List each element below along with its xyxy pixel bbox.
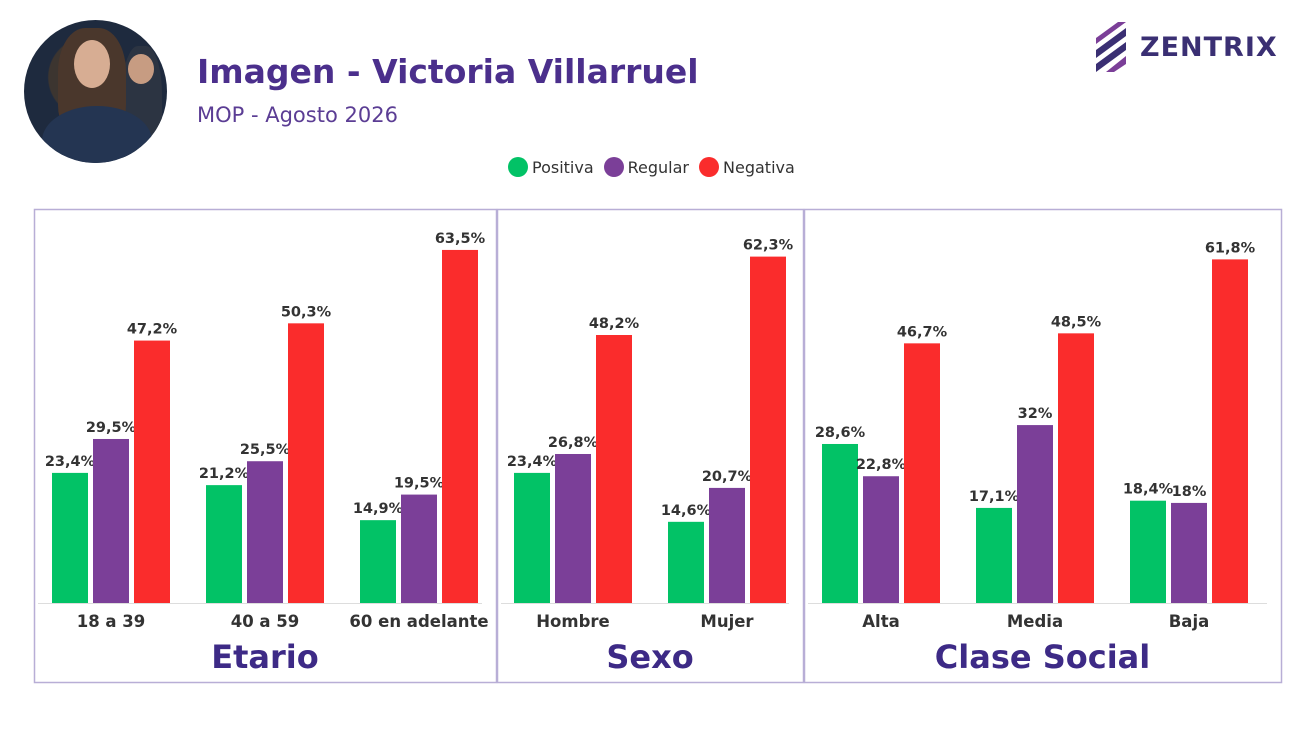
panel-frame-clase-social [803,208,1283,684]
bar-etario-1-regular [247,461,283,603]
dress-shape [42,106,152,163]
value-label-etario-2-negativa: 63,5% [435,231,486,247]
category-label-sexo-0: Hombre [536,612,609,631]
legend-swatch-positiva [508,157,528,177]
bar-etario-0-negativa [134,340,170,603]
value-label-sexo-0-regular: 26,8% [548,435,599,451]
avatar [24,20,167,163]
value-label-etario-1-negativa: 50,3% [281,304,332,320]
bar-clase-social-2-positiva [1130,500,1166,603]
bar-clase-social-1-positiva [976,507,1012,603]
value-label-clase-social-2-regular: 18% [1172,484,1207,500]
value-label-clase-social-1-negativa: 48,5% [1051,314,1102,330]
value-label-clase-social-0-regular: 22,8% [856,457,907,473]
category-label-etario-1: 40 a 59 [231,612,300,631]
bar-clase-social-1-regular [1017,425,1053,603]
value-label-clase-social-2-positiva: 18,4% [1123,482,1174,498]
value-label-etario-2-positiva: 14,9% [353,501,404,517]
bar-clase-social-0-regular [863,476,899,603]
category-label-clase-social-1: Media [1007,612,1063,631]
value-label-etario-0-positiva: 23,4% [45,454,96,470]
value-label-etario-2-regular: 19,5% [394,476,445,492]
bar-clase-social-2-regular [1171,502,1207,603]
value-label-etario-1-regular: 25,5% [240,442,291,458]
bar-clase-social-2-negativa [1212,259,1248,603]
bar-etario-2-negativa [442,249,478,603]
value-label-etario-0-negativa: 47,2% [127,322,178,338]
bar-etario-0-positiva [52,472,88,603]
bar-sexo-1-negativa [750,256,786,603]
bar-sexo-1-regular [709,487,745,603]
legend-item-negativa: Negativa [699,157,795,177]
page-title: Imagen - Victoria Villarruel [197,52,699,91]
value-label-clase-social-2-negativa: 61,8% [1205,240,1256,256]
panel-title-sexo: Sexo [606,638,693,676]
person-face [128,54,154,84]
legend-label-negativa: Negativa [723,157,795,177]
legend-swatch-negativa [699,157,720,177]
bar-etario-2-regular [401,494,437,603]
category-label-etario-2: 60 en adelante [349,612,488,631]
bar-clase-social-0-negativa [904,343,940,603]
value-label-sexo-1-negativa: 62,3% [743,238,794,254]
bar-sexo-1-positiva [668,521,704,603]
bar-sexo-0-negativa [596,335,632,603]
category-label-etario-0: 18 a 39 [77,612,146,631]
legend-swatch-regular [603,157,624,177]
category-label-clase-social-0: Alta [862,612,899,631]
zentrix-logo-icon [1096,22,1126,72]
bar-etario-1-positiva [206,485,242,603]
value-label-etario-1-positiva: 21,2% [199,466,250,482]
legend-item-positiva: Positiva [508,157,594,177]
value-label-clase-social-1-positiva: 17,1% [969,489,1020,505]
brand-name: ZENTRIX [1140,32,1278,63]
legend-item-regular: Regular [603,157,690,177]
panel-title-clase-social: Clase Social [935,638,1150,676]
panel-title-etario: Etario [211,638,318,676]
brand-logo: ZENTRIX [1092,20,1297,76]
panel-frame-sexo [496,208,805,684]
category-label-sexo-1: Mujer [700,612,754,631]
legend-label-positiva: Positiva [532,157,594,177]
bar-etario-0-regular [93,438,129,603]
value-label-clase-social-0-negativa: 46,7% [897,324,948,340]
value-label-etario-0-regular: 29,5% [86,420,137,436]
category-label-clase-social-2: Baja [1169,612,1210,631]
chart-legend: Positiva Regular Negativa [508,155,799,179]
value-label-sexo-0-negativa: 48,2% [589,316,640,332]
value-label-clase-social-0-positiva: 28,6% [815,425,866,441]
value-label-sexo-1-positiva: 14,6% [661,503,712,519]
page-subtitle: MOP - Agosto 2026 [197,103,398,127]
bar-clase-social-1-negativa [1058,333,1094,603]
value-label-sexo-1-regular: 20,7% [702,469,753,485]
bar-etario-1-negativa [288,323,324,603]
face-shape [74,40,110,88]
value-label-clase-social-1-regular: 32% [1018,406,1053,422]
bar-sexo-0-positiva [514,472,550,603]
value-label-sexo-0-positiva: 23,4% [507,454,558,470]
bar-sexo-0-regular [555,453,591,603]
bar-etario-2-positiva [360,520,396,603]
bar-clase-social-0-positiva [822,443,858,603]
panel-frame-etario [33,208,498,684]
legend-label-regular: Regular [627,157,690,177]
